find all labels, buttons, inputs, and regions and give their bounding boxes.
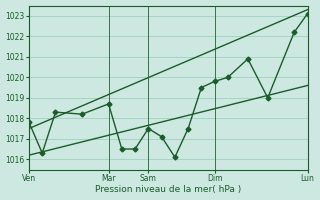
X-axis label: Pression niveau de la mer( hPa ): Pression niveau de la mer( hPa ): [95, 185, 241, 194]
